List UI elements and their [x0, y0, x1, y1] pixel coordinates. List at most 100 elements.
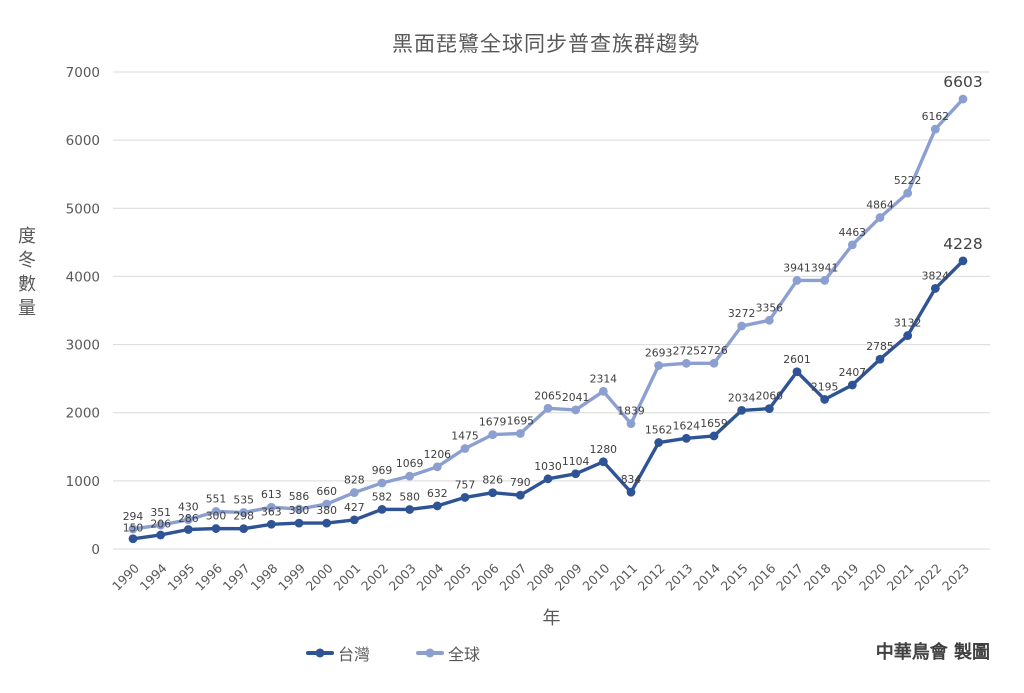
svg-text:2000: 2000 — [303, 560, 336, 593]
svg-text:586: 586 — [289, 490, 310, 503]
svg-text:757: 757 — [455, 478, 476, 491]
svg-text:2012: 2012 — [635, 561, 668, 594]
svg-text:6603: 6603 — [943, 73, 982, 91]
svg-text:1995: 1995 — [164, 561, 197, 594]
svg-text:826: 826 — [482, 474, 503, 487]
svg-text:2065: 2065 — [534, 389, 561, 402]
svg-text:2785: 2785 — [866, 340, 893, 353]
svg-text:2041: 2041 — [562, 391, 589, 404]
svg-text:969: 969 — [372, 464, 393, 477]
legend-label-taiwan: 台灣 — [337, 645, 370, 664]
svg-text:2006: 2006 — [469, 560, 502, 593]
taiwan-series-marker — [305, 648, 334, 658]
svg-text:2017: 2017 — [773, 561, 806, 594]
svg-text:2010: 2010 — [579, 560, 612, 593]
svg-text:351: 351 — [150, 506, 171, 519]
svg-text:298: 298 — [233, 510, 254, 523]
svg-text:834: 834 — [621, 473, 642, 486]
svg-text:632: 632 — [427, 487, 448, 500]
svg-text:2019: 2019 — [828, 560, 861, 593]
svg-text:1280: 1280 — [590, 443, 618, 456]
svg-text:790: 790 — [510, 476, 531, 489]
svg-text:363: 363 — [261, 505, 282, 518]
svg-text:1994: 1994 — [137, 560, 170, 593]
svg-text:7000: 7000 — [66, 65, 100, 81]
svg-text:551: 551 — [206, 492, 227, 505]
svg-text:1999: 1999 — [275, 560, 308, 593]
svg-text:1997: 1997 — [220, 561, 253, 594]
svg-text:1206: 1206 — [424, 448, 452, 461]
svg-text:1695: 1695 — [507, 414, 534, 427]
svg-text:2018: 2018 — [801, 560, 834, 593]
svg-text:1990: 1990 — [109, 560, 142, 593]
svg-text:1562: 1562 — [645, 424, 672, 437]
svg-text:1659: 1659 — [700, 417, 728, 430]
x-axis-title: 年 — [542, 608, 561, 629]
legend: 台灣 全球 — [113, 641, 673, 665]
attribution: 中華鳥會 製圖 — [875, 642, 990, 663]
svg-text:2601: 2601 — [783, 353, 810, 366]
svg-text:380: 380 — [289, 504, 310, 517]
svg-text:2407: 2407 — [839, 366, 866, 379]
svg-text:206: 206 — [150, 518, 171, 531]
plot-area: 0100020003000400050006000700019901994199… — [66, 65, 990, 594]
chart-title: 黑面琵鷺全球同步普查族群趨勢 — [392, 32, 700, 56]
svg-text:6000: 6000 — [66, 133, 100, 149]
svg-text:300: 300 — [206, 510, 227, 523]
svg-text:380: 380 — [316, 504, 337, 517]
svg-text:1839: 1839 — [617, 405, 645, 418]
svg-text:1998: 1998 — [247, 560, 280, 593]
svg-text:2693: 2693 — [645, 346, 672, 359]
svg-text:535: 535 — [233, 494, 254, 507]
svg-text:2020: 2020 — [856, 560, 889, 593]
svg-text:1030: 1030 — [534, 460, 562, 473]
svg-text:2023: 2023 — [939, 561, 972, 594]
legend-item-taiwan: 台灣 — [305, 641, 370, 665]
global-series-marker — [416, 648, 444, 658]
svg-text:582: 582 — [372, 490, 393, 503]
svg-text:5222: 5222 — [894, 174, 921, 187]
svg-text:1104: 1104 — [562, 455, 590, 468]
svg-text:3941: 3941 — [811, 261, 838, 274]
svg-text:2014: 2014 — [690, 560, 723, 593]
svg-text:427: 427 — [344, 501, 365, 514]
svg-text:660: 660 — [316, 485, 337, 498]
svg-text:6162: 6162 — [922, 110, 949, 123]
svg-text:5000: 5000 — [66, 201, 100, 217]
svg-text:150: 150 — [123, 521, 144, 534]
svg-text:2005: 2005 — [441, 561, 474, 594]
y-axis-title: 度冬數量 — [15, 226, 36, 322]
svg-text:3272: 3272 — [728, 307, 755, 320]
svg-text:2060: 2060 — [756, 390, 784, 403]
svg-text:4000: 4000 — [66, 269, 100, 285]
global-marker-dot — [425, 648, 435, 658]
svg-text:2007: 2007 — [496, 561, 529, 594]
svg-text:4864: 4864 — [866, 199, 894, 212]
svg-text:2015: 2015 — [718, 561, 751, 594]
svg-text:2021: 2021 — [884, 561, 917, 594]
svg-text:828: 828 — [344, 474, 365, 487]
svg-text:1624: 1624 — [673, 419, 701, 432]
svg-text:1475: 1475 — [451, 429, 478, 442]
svg-text:294: 294 — [123, 510, 144, 523]
svg-text:2725: 2725 — [673, 344, 700, 357]
svg-text:2314: 2314 — [590, 372, 618, 385]
svg-text:2022: 2022 — [911, 561, 944, 594]
svg-text:2034: 2034 — [728, 391, 756, 404]
svg-text:3000: 3000 — [66, 338, 100, 354]
svg-text:1069: 1069 — [396, 457, 424, 470]
svg-text:613: 613 — [261, 488, 282, 501]
svg-text:430: 430 — [178, 501, 199, 514]
svg-text:3941: 3941 — [783, 261, 810, 274]
svg-text:3824: 3824 — [922, 269, 950, 282]
svg-text:2008: 2008 — [524, 560, 557, 593]
svg-text:4228: 4228 — [943, 235, 982, 253]
legend-item-global: 全球 — [416, 641, 480, 665]
svg-text:2003: 2003 — [386, 561, 419, 594]
svg-text:286: 286 — [178, 512, 199, 525]
svg-text:2195: 2195 — [811, 380, 838, 393]
svg-text:4463: 4463 — [839, 226, 866, 239]
svg-text:0: 0 — [91, 542, 100, 558]
svg-text:2002: 2002 — [358, 561, 391, 594]
